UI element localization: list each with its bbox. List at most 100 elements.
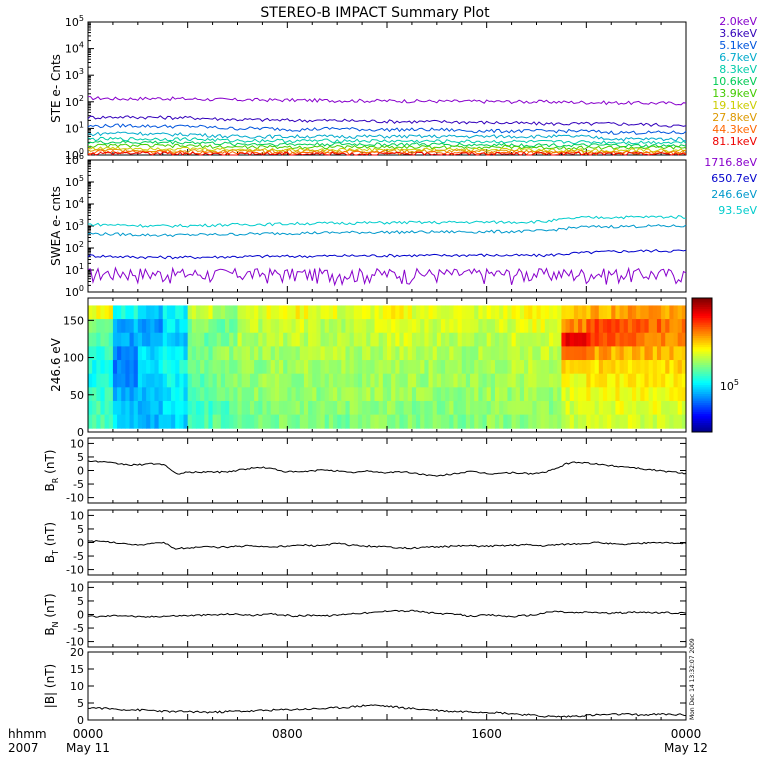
pitch-cell bbox=[565, 319, 571, 334]
pitch-cell bbox=[225, 305, 230, 320]
pitch-cell bbox=[532, 414, 537, 429]
pitch-cell bbox=[602, 360, 608, 375]
bn-ytick-label: 0 bbox=[77, 609, 84, 622]
pitch-cell bbox=[411, 305, 417, 320]
pitch-cell bbox=[125, 332, 130, 347]
pitch-cell bbox=[374, 346, 380, 361]
pitch-cell bbox=[345, 400, 351, 416]
pitch-cell bbox=[519, 332, 525, 347]
pitch-cell bbox=[391, 373, 396, 388]
pitch-cell bbox=[399, 360, 405, 375]
pitch-cell bbox=[632, 332, 637, 347]
pitch-cell bbox=[233, 360, 238, 375]
pitch-cell bbox=[540, 373, 546, 388]
pitch-cell bbox=[303, 305, 309, 320]
pitch-cell bbox=[632, 400, 637, 416]
pitch-cell bbox=[204, 332, 209, 347]
pitch-cell bbox=[125, 346, 130, 361]
ste-series-81.1keV bbox=[87, 151, 687, 156]
pitch-cell bbox=[557, 332, 562, 347]
pitch-cell bbox=[337, 373, 342, 388]
pitch-cell bbox=[519, 319, 525, 334]
pitch-cell bbox=[478, 319, 483, 334]
pitch-cell bbox=[291, 400, 297, 416]
pitch-cell bbox=[141, 305, 147, 320]
pitch-cell bbox=[158, 400, 164, 416]
pitch-cell bbox=[478, 400, 483, 416]
pitch-cell bbox=[515, 387, 521, 402]
pitch-cell bbox=[548, 305, 554, 320]
pitch-cell bbox=[553, 400, 558, 416]
colorbar-step bbox=[692, 324, 712, 328]
colorbar-step bbox=[692, 306, 712, 310]
pitch-cell bbox=[171, 387, 176, 402]
pitch-cell bbox=[490, 332, 496, 347]
pitch-cell bbox=[104, 373, 110, 388]
pitch-cell bbox=[229, 332, 234, 347]
pitch-cell bbox=[374, 414, 380, 429]
pitch-cell bbox=[636, 332, 641, 347]
pitch-cell bbox=[279, 400, 284, 416]
pitch-cell bbox=[582, 360, 587, 375]
pitch-cell bbox=[544, 346, 550, 361]
pitch-cell bbox=[640, 319, 645, 334]
pitch-cell bbox=[465, 305, 471, 320]
pitch-cell bbox=[108, 360, 114, 375]
pitch-cell bbox=[200, 373, 205, 388]
swea-series-246.6eV bbox=[87, 224, 687, 238]
pitch-cell bbox=[457, 400, 463, 416]
pitch-cell bbox=[644, 305, 650, 320]
pitch-cell bbox=[121, 360, 126, 375]
pitch-cell bbox=[407, 305, 413, 320]
pitch-cell bbox=[357, 373, 363, 388]
swea-series-93.5eV bbox=[87, 215, 687, 228]
pitch-cell bbox=[411, 414, 417, 429]
pitch-cell bbox=[573, 400, 579, 416]
pitch-cell bbox=[436, 414, 442, 429]
pitch-cell bbox=[270, 373, 276, 388]
pitch-cell bbox=[274, 346, 280, 361]
pitch-cell bbox=[166, 305, 172, 320]
pitch-cell bbox=[366, 387, 371, 402]
pitch-cell bbox=[656, 319, 662, 334]
pitch-cell bbox=[428, 373, 434, 388]
pitch-cell bbox=[121, 387, 126, 402]
pitch-cell bbox=[308, 387, 313, 402]
pitch-cell bbox=[565, 373, 571, 388]
pitch-cell bbox=[245, 346, 251, 361]
pitch-cell bbox=[187, 319, 193, 334]
pitch-cell bbox=[656, 387, 662, 402]
pitch-cell bbox=[569, 332, 575, 347]
colorbar-step bbox=[692, 304, 712, 308]
pitch-cell bbox=[615, 332, 620, 347]
pitch-cell bbox=[121, 373, 126, 388]
pitch-cell bbox=[602, 400, 608, 416]
pitch-cell bbox=[175, 387, 180, 402]
ste-legend-entry: 81.1keV bbox=[712, 135, 757, 148]
pitch-cell bbox=[677, 414, 683, 429]
pitch-cell bbox=[212, 305, 218, 320]
pitch-cell bbox=[416, 305, 421, 320]
pitch-cell bbox=[403, 319, 409, 334]
pitch-cell bbox=[237, 373, 243, 388]
pitch-cell bbox=[324, 387, 330, 402]
pitch-cell bbox=[353, 305, 359, 320]
pitch-cell bbox=[333, 346, 338, 361]
bn-ytick-label: 10 bbox=[70, 581, 84, 594]
pitch-cell bbox=[237, 400, 243, 416]
pitch-cell bbox=[428, 360, 434, 375]
pitch-cell bbox=[154, 400, 159, 416]
pitch-cell bbox=[607, 346, 612, 361]
pitch-cell bbox=[598, 373, 604, 388]
colorbar-step bbox=[692, 385, 712, 388]
pitch-cell bbox=[96, 400, 101, 416]
pitch-cell bbox=[308, 414, 313, 429]
pitch-cell bbox=[191, 387, 197, 402]
pitch-cell bbox=[100, 414, 106, 429]
colorbar-step bbox=[692, 409, 712, 413]
pitch-cell bbox=[220, 332, 226, 347]
pitch-cell bbox=[503, 400, 508, 416]
pitch-cell bbox=[312, 346, 317, 361]
pitch-cell bbox=[341, 332, 346, 347]
pitch-cell bbox=[420, 305, 425, 320]
